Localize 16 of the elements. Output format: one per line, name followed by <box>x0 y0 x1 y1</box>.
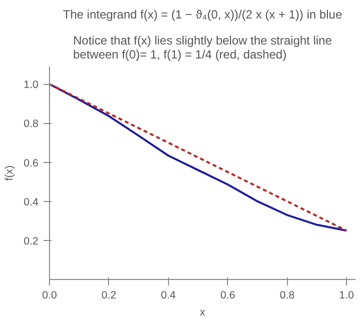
x-tick-label: 0.8 <box>280 290 295 302</box>
y-tick-label: 0.4 <box>24 196 39 208</box>
x-tick-label: 0.0 <box>42 290 57 302</box>
x-tick-label: 0.4 <box>160 290 176 302</box>
y-tick-label: 0.2 <box>24 235 39 248</box>
x-axis-title: x <box>200 306 206 318</box>
chart-subtitle: Notice that f(x) lies slightly below the straight line between f(0)= 1, f(1) = 1/4 (red, dashed) <box>73 34 332 62</box>
y-tick-label: 1.0 <box>24 79 39 92</box>
y-axis-title: f(x) <box>4 165 16 181</box>
x-tick-label: 1.0 <box>339 290 354 302</box>
y-tick-label: 0.8 <box>24 118 39 130</box>
x-tick-label: 0.2 <box>102 290 116 302</box>
y-tick-label: 0.6 <box>24 157 39 170</box>
chart-title: The integrand f(x) = (1 − ϑ₄(0, x))/(2 x (x + 1)) in blue <box>62 8 342 22</box>
line-series <box>50 83 348 232</box>
x-tick-label: 0.6 <box>220 290 236 302</box>
